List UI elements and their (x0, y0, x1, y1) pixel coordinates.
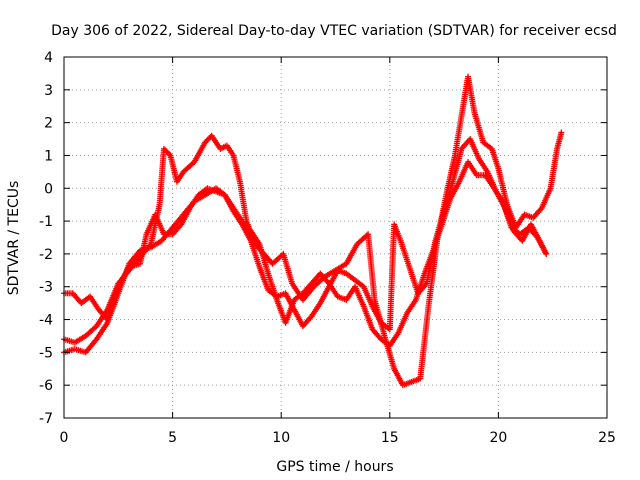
axis-ticks: -7 -6 -5 -4 -3 -2 -1 0 1 2 3 4 0 5 10 15 20 25 (39, 50, 616, 446)
y-tick-label: -3 (39, 280, 53, 296)
y-tick-label: -1 (39, 214, 53, 230)
y-tick-label: -5 (39, 345, 53, 361)
x-tick-label: 0 (60, 430, 69, 446)
y-tick-label: -4 (39, 313, 53, 329)
y-tick-label: 3 (44, 83, 53, 99)
y-tick-label: -7 (39, 411, 53, 427)
y-tick-label: -2 (39, 247, 53, 263)
y-tick-label: 0 (44, 181, 53, 197)
plot-frame (63, 56, 608, 419)
x-tick-label: 10 (272, 430, 290, 446)
gridlines (64, 57, 607, 418)
data-point (558, 129, 565, 136)
y-tick-label: 2 (44, 116, 53, 132)
x-tick-label: 25 (598, 430, 616, 446)
y-axis-label: SDTVAR / TECUs (6, 181, 22, 296)
y-tick-label: -6 (39, 378, 53, 394)
x-tick-label: 20 (489, 430, 507, 446)
data-point (543, 250, 550, 257)
x-axis-label: GPS time / hours (276, 459, 393, 475)
data-points (61, 73, 565, 389)
data-point (166, 151, 173, 158)
x-tick-label: 5 (168, 430, 177, 446)
y-tick-label: 1 (44, 148, 53, 164)
y-tick-label: 4 (44, 50, 53, 66)
chart-title: Day 306 of 2022, Sidereal Day-to-day VTE… (51, 23, 617, 39)
x-tick-label: 15 (381, 430, 399, 446)
